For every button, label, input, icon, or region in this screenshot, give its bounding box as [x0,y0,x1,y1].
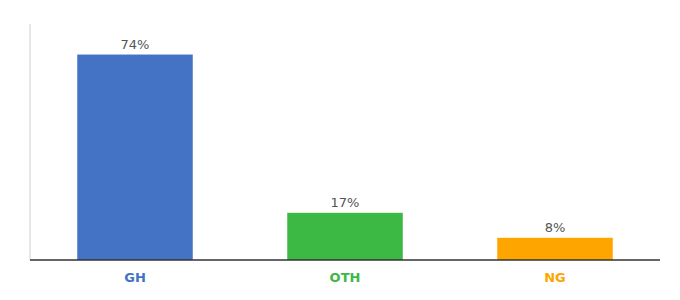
x-axis-line [30,259,660,261]
x-tick-labels: GH OTH NG [124,270,566,285]
x-tick-label: OTH [330,270,361,285]
bar [497,238,613,260]
data-labels: 74% 17% 8% [121,37,566,235]
chart-svg: 74% 17% 8% GH OTH NG [0,0,680,300]
data-label: 74% [121,37,150,52]
bars [77,55,613,260]
x-tick-label: NG [544,270,566,285]
data-label: 8% [545,220,566,235]
x-tick-label: GH [124,270,146,285]
chart-container: 74% 17% 8% GH OTH NG [0,0,680,300]
bar [287,213,403,260]
data-label: 17% [331,195,360,210]
bar [77,55,193,260]
y-axis-line [30,24,31,260]
